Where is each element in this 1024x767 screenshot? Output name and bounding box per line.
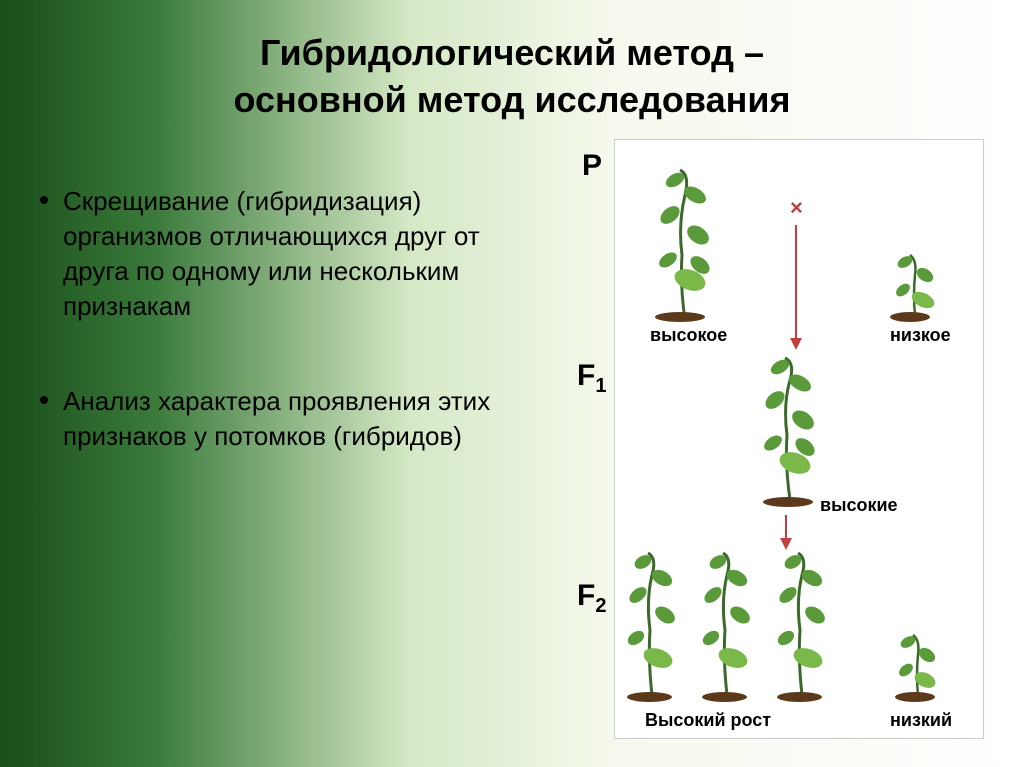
title-line-1: Гибридологический метод –	[260, 32, 764, 73]
bullet-dot-icon	[40, 196, 48, 204]
label-short-f2: низкий	[890, 710, 952, 731]
bullet-dot-icon	[40, 396, 48, 404]
plant-tall-f2-1	[620, 550, 685, 700]
arrow-line-icon	[795, 225, 797, 340]
bullet-text-2: Анализ характера проявления этих признак…	[63, 384, 502, 454]
soil-icon	[763, 497, 813, 507]
slide-title: Гибридологический метод – основной метод…	[40, 30, 984, 124]
arrow-down-icon	[790, 338, 802, 350]
generation-f1-label: F1	[577, 359, 606, 398]
bullet-item: Скрещивание (гибридизация) организмов от…	[40, 184, 502, 324]
plant-tall-p	[650, 165, 720, 325]
slide: Гибридологический метод – основной метод…	[0, 0, 1024, 767]
label-short-p: низкое	[890, 325, 951, 346]
label-tall-f1: высокие	[820, 495, 898, 516]
plant-tall-f1	[755, 355, 825, 505]
left-column: Скрещивание (гибридизация) организмов от…	[40, 154, 512, 721]
cross-symbol: ×	[790, 195, 803, 221]
label-tall-growth: Высокий рост	[645, 710, 771, 731]
soil-icon	[655, 312, 705, 322]
f2-base: F	[577, 579, 595, 612]
f1-base: F	[577, 359, 595, 392]
generation-f2-label: F2	[577, 579, 606, 618]
label-tall-p: высокое	[650, 325, 727, 346]
plant-tall-f2-3	[770, 550, 835, 700]
generation-p-label: P	[582, 149, 602, 183]
right-column: P F1 F2 высокое	[512, 154, 984, 721]
soil-icon	[895, 692, 935, 702]
arrow-line-icon	[785, 515, 787, 540]
plant-short-p	[885, 250, 945, 320]
f2-sub: 2	[595, 595, 606, 617]
plant-tall-f2-2	[695, 550, 760, 700]
arrow-down-icon	[780, 538, 792, 550]
plant-short-f2	[890, 630, 945, 700]
bullet-text-1: Скрещивание (гибридизация) организмов от…	[63, 184, 502, 324]
f1-sub: 1	[595, 375, 606, 397]
soil-icon	[627, 692, 672, 702]
title-line-2: основной метод исследования	[234, 79, 791, 120]
soil-icon	[777, 692, 822, 702]
soil-icon	[702, 692, 747, 702]
content-area: Скрещивание (гибридизация) организмов от…	[40, 154, 984, 721]
breeding-diagram: высокое × низкое	[614, 139, 984, 739]
soil-icon	[890, 312, 930, 322]
bullet-item: Анализ характера проявления этих признак…	[40, 384, 502, 454]
